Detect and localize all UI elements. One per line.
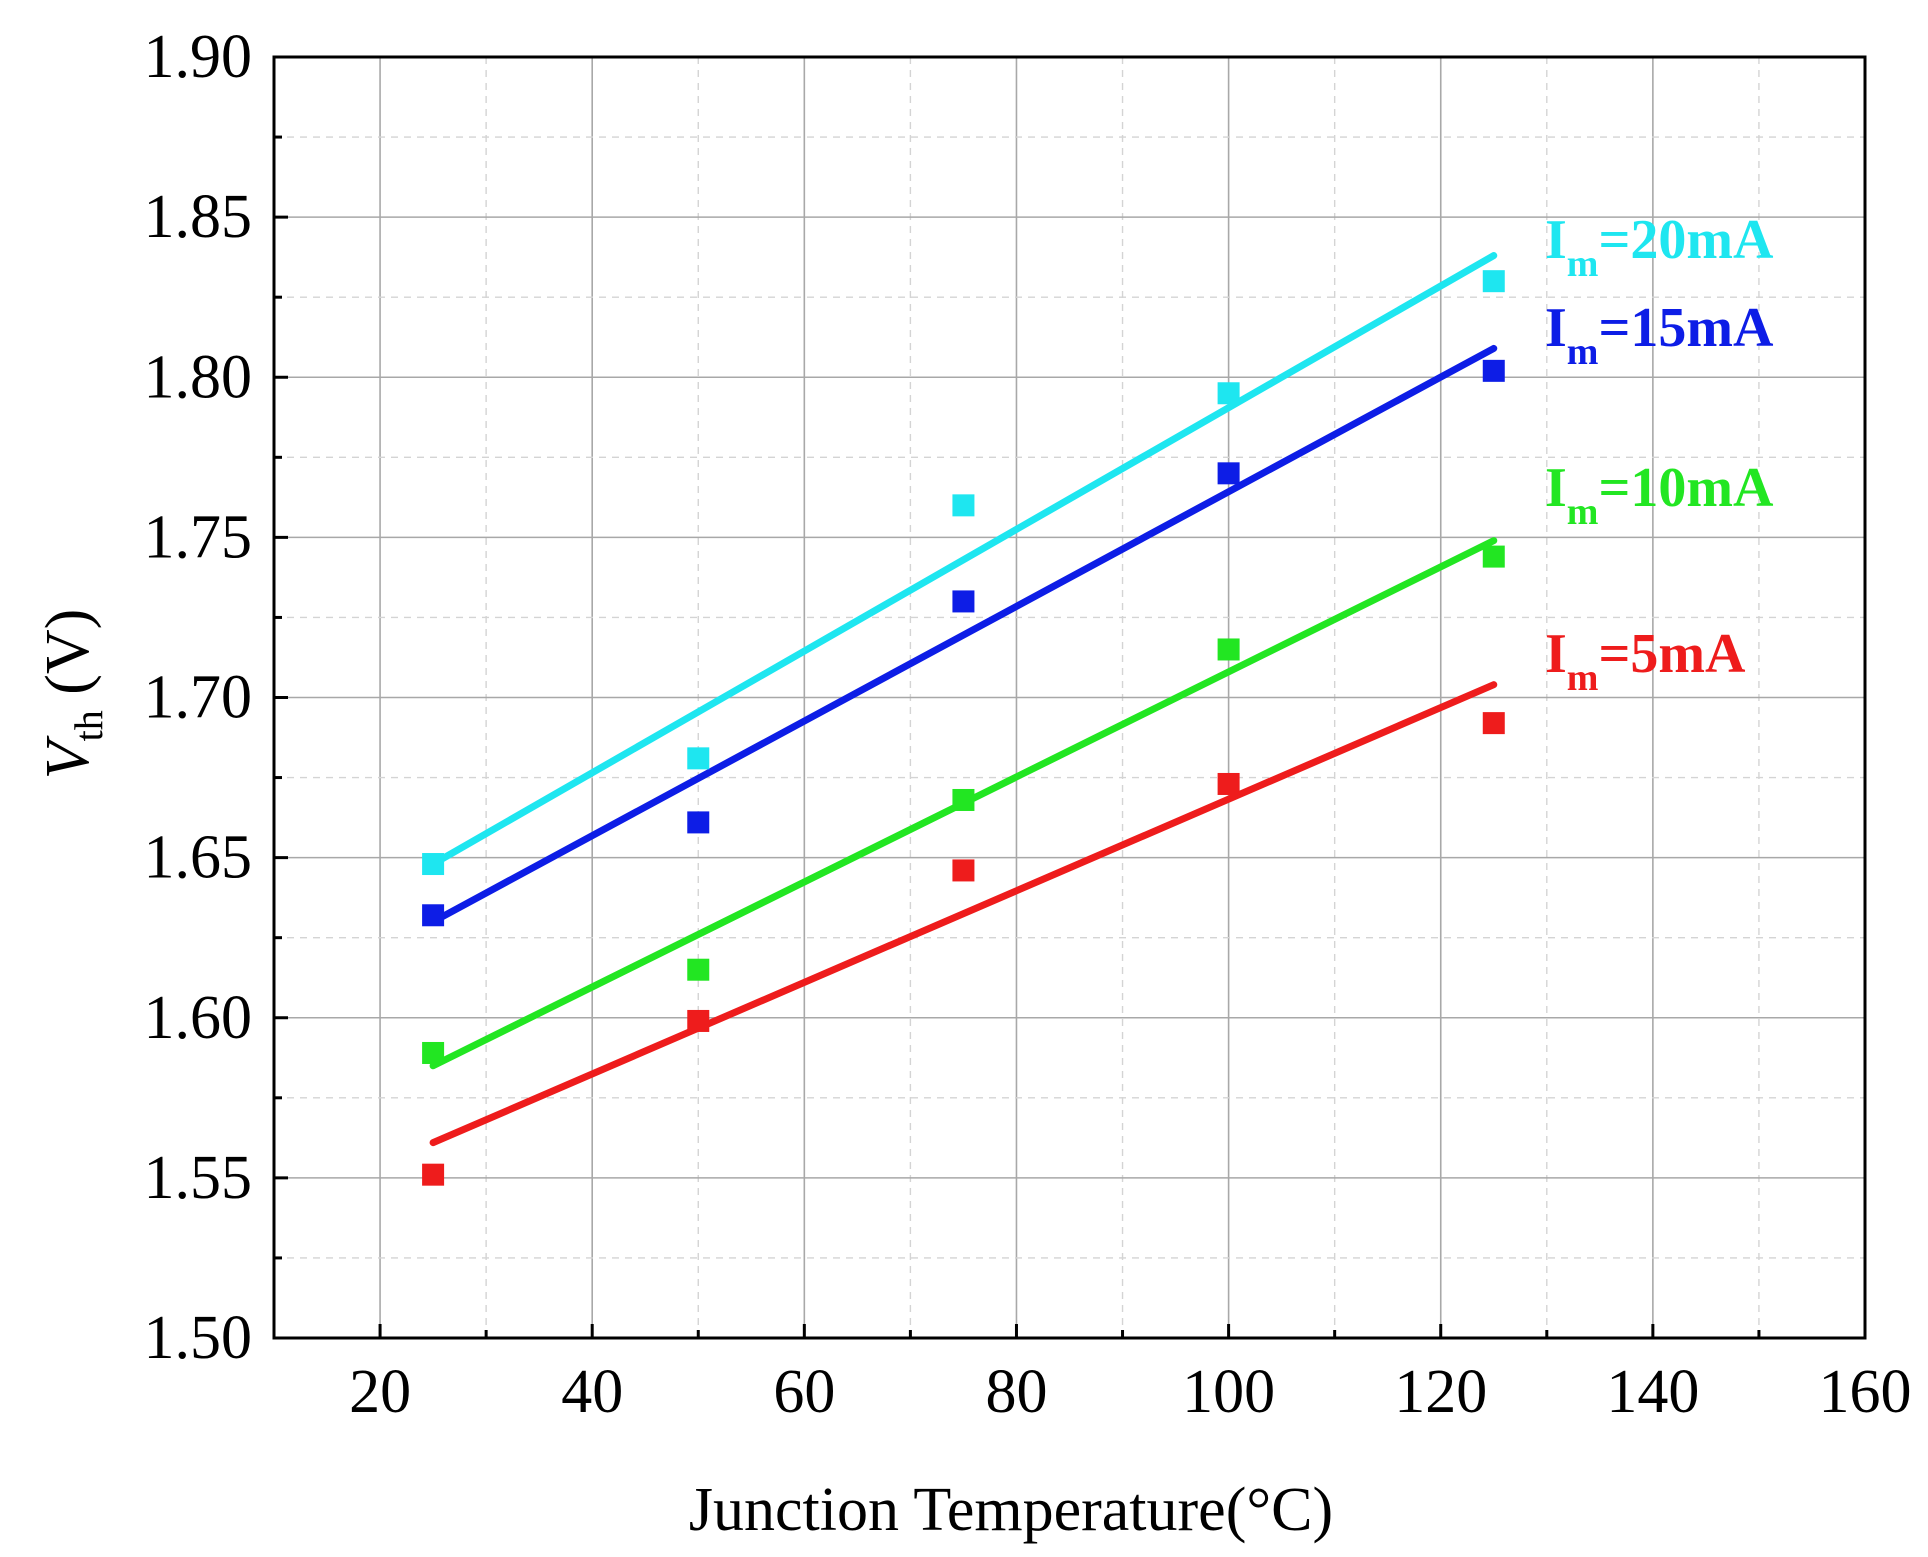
series-label: Im=10mA bbox=[1545, 457, 1774, 533]
fit-line bbox=[429, 681, 1498, 1147]
fit-line bbox=[429, 344, 1498, 926]
series-label-rest: =20mA bbox=[1598, 209, 1774, 271]
series-label: Im=5mA bbox=[1545, 623, 1746, 699]
y-axis-title: Vth (V) bbox=[34, 609, 111, 780]
data-point bbox=[687, 811, 710, 834]
series-label-sub: m bbox=[1567, 243, 1599, 285]
x-tick-label: 100 bbox=[1182, 1358, 1275, 1426]
data-point bbox=[1217, 382, 1240, 405]
y-tick-label: 1.60 bbox=[144, 984, 253, 1052]
x-tick-label: 120 bbox=[1394, 1358, 1487, 1426]
grid bbox=[274, 57, 1865, 1338]
series-label-main: I bbox=[1545, 297, 1567, 359]
y-tick-label: 1.55 bbox=[144, 1144, 253, 1212]
data-point bbox=[687, 958, 710, 981]
y-tick-label: 1.90 bbox=[144, 23, 253, 91]
x-tick-label: 80 bbox=[985, 1358, 1047, 1426]
data-point bbox=[1482, 270, 1505, 293]
series-label-rest: =10mA bbox=[1598, 457, 1774, 519]
x-tick-label: 20 bbox=[349, 1358, 411, 1426]
data-point bbox=[952, 859, 975, 882]
fit-line bbox=[429, 252, 1498, 868]
data-point bbox=[1482, 359, 1505, 382]
data-point bbox=[687, 747, 710, 770]
y-tick-label: 1.70 bbox=[144, 664, 253, 732]
y-tick-label: 1.50 bbox=[144, 1304, 253, 1372]
series-label: Im=20mA bbox=[1545, 209, 1774, 285]
data-point bbox=[1217, 462, 1240, 485]
data-point bbox=[1217, 638, 1240, 661]
x-tick-label: 160 bbox=[1819, 1358, 1912, 1426]
x-tick-label: 60 bbox=[773, 1358, 835, 1426]
series-label-sub: m bbox=[1567, 491, 1599, 533]
y-axis-title-sub: th bbox=[66, 710, 111, 741]
data-point bbox=[952, 494, 975, 517]
series-label-main: I bbox=[1545, 457, 1567, 519]
y-tick-label: 1.65 bbox=[144, 824, 253, 892]
data-point bbox=[952, 590, 975, 613]
y-tick-label: 1.80 bbox=[144, 343, 253, 411]
x-axis-title: Junction Temperature(°C) bbox=[689, 1476, 1333, 1544]
x-tick-label: 140 bbox=[1606, 1358, 1699, 1426]
y-tick-label: 1.85 bbox=[144, 183, 253, 251]
series-label-main: I bbox=[1545, 209, 1567, 271]
tick-labels: 20 40 60 80 100 120 140 160 1.50 1.55 1.60 1.65 1.70… bbox=[144, 23, 1912, 1426]
data-point bbox=[422, 853, 445, 876]
series-label-rest: =15mA bbox=[1598, 297, 1774, 359]
series-label: Im=15mA bbox=[1545, 297, 1774, 373]
data-point bbox=[1482, 545, 1505, 568]
x-tick-label: 40 bbox=[561, 1358, 623, 1426]
data-point bbox=[422, 1041, 445, 1064]
axis-ticks bbox=[274, 55, 1867, 1340]
y-axis-title-unit: (V) bbox=[34, 609, 102, 711]
fit-lines bbox=[429, 252, 1498, 1147]
data-points bbox=[422, 270, 1505, 1186]
y-tick-label: 1.75 bbox=[144, 503, 253, 571]
series-label-sub: m bbox=[1567, 331, 1599, 373]
data-point bbox=[687, 1009, 710, 1032]
data-point bbox=[952, 788, 975, 811]
series-label-rest: =5mA bbox=[1598, 623, 1746, 685]
series-label-main: I bbox=[1545, 623, 1567, 685]
data-point bbox=[1482, 712, 1505, 735]
y-axis-title-main: V bbox=[34, 735, 102, 779]
data-point bbox=[1217, 772, 1240, 795]
data-point bbox=[422, 1163, 445, 1186]
series-label-sub: m bbox=[1567, 657, 1599, 699]
data-point bbox=[422, 904, 445, 927]
